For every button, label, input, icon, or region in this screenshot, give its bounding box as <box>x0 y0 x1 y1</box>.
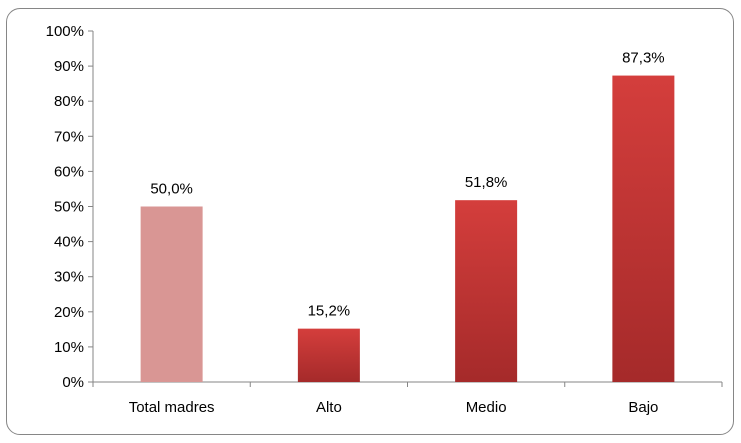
x-category-label: Medio <box>466 399 507 416</box>
bar <box>297 328 360 382</box>
data-label: 51,8% <box>465 174 508 191</box>
y-tick-label: 20% <box>54 304 84 321</box>
y-tick-label: 50% <box>54 199 84 216</box>
y-tick-label: 0% <box>62 374 84 391</box>
y-tick-label: 40% <box>54 234 84 251</box>
y-tick-label: 60% <box>54 163 84 180</box>
y-tick-label: 100% <box>46 23 84 40</box>
x-category-label: Bajo <box>628 399 658 416</box>
data-label: 87,3% <box>622 50 665 67</box>
y-tick-label: 10% <box>54 339 84 356</box>
x-category-label: Total madres <box>129 399 215 416</box>
bar <box>455 200 518 382</box>
data-label: 15,2% <box>308 303 351 320</box>
bar <box>140 206 203 382</box>
y-tick-label: 30% <box>54 269 84 286</box>
y-tick-label: 80% <box>54 93 84 110</box>
bar <box>612 75 675 383</box>
x-category-label: Alto <box>316 399 342 416</box>
y-tick-label: 90% <box>54 58 84 75</box>
data-label: 50,0% <box>150 181 193 198</box>
y-tick-label: 70% <box>54 128 84 145</box>
